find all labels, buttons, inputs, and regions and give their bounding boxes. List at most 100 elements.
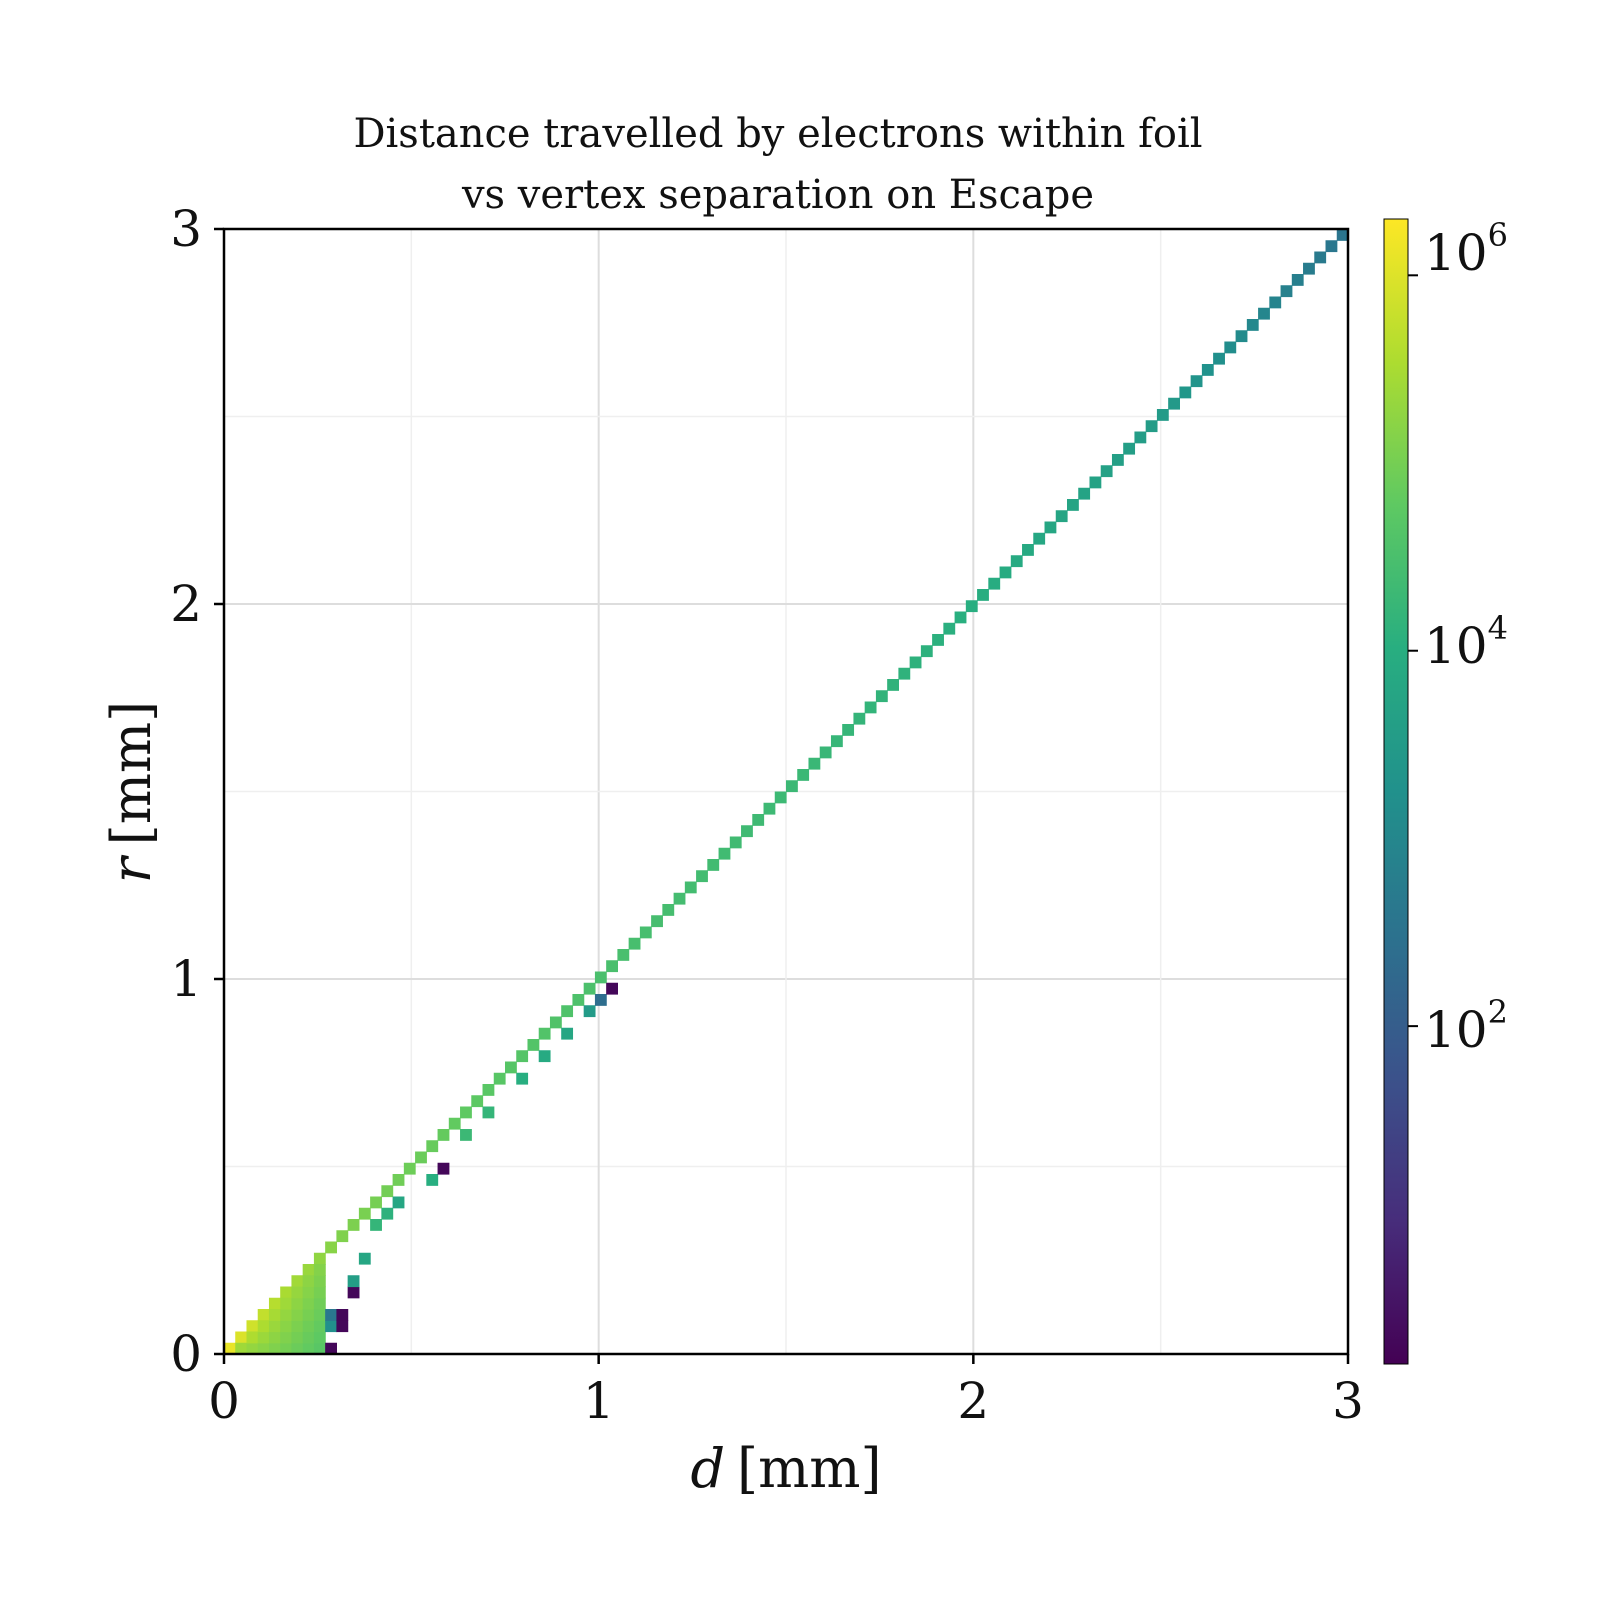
heatmap-cell (291, 1286, 304, 1299)
heatmap-cell (437, 1162, 450, 1175)
heatmap-cell (257, 1331, 270, 1344)
heatmap-cell (257, 1342, 270, 1354)
heatmap-cell (1201, 364, 1214, 376)
heatmap-cell (684, 881, 697, 894)
heatmap-cell (268, 1309, 281, 1321)
heatmap-cell (1044, 521, 1057, 534)
heatmap-cell (1078, 487, 1091, 500)
heatmap-cell (1089, 476, 1102, 489)
heatmap-cell (527, 1039, 540, 1051)
heatmap-cell (1336, 229, 1348, 241)
x-tick-label-0: 0 (208, 1372, 240, 1430)
heatmap-cell (920, 645, 933, 658)
heatmap-cell (1179, 386, 1192, 399)
heatmap-cell (741, 825, 753, 838)
heatmap-cell (1314, 251, 1327, 264)
heatmap-cell (381, 1185, 394, 1198)
heatmap-cell (628, 937, 641, 950)
heatmap-cell (797, 769, 810, 781)
heatmap-cell (1123, 442, 1136, 455)
heatmap-cell (718, 847, 731, 860)
heatmap-cell (246, 1331, 259, 1344)
heatmap-cell (403, 1162, 416, 1175)
heatmap-cell (415, 1151, 427, 1164)
heatmap-cell (549, 1016, 562, 1029)
heatmap-cell (572, 994, 585, 1006)
heatmap-cell (246, 1320, 259, 1333)
heatmap-cell (1055, 510, 1068, 523)
heatmap-cell (538, 1050, 551, 1063)
colorbar-label-1e4-exp: 4 (1488, 609, 1508, 647)
heatmap-cell (325, 1309, 337, 1321)
plot-frame (222, 227, 1350, 1356)
heatmap-cell (302, 1320, 315, 1333)
heatmap-cell (1134, 431, 1147, 444)
colorbar-label-1e2-exp: 2 (1488, 993, 1508, 1031)
colorbar-label-1e2: 102 (1424, 993, 1508, 1059)
colorbar-label-1e6-exp: 6 (1488, 216, 1508, 254)
y-axis-label: r [mm] (100, 701, 163, 883)
colorbar (1383, 218, 1409, 1365)
heatmap-cell (965, 600, 978, 613)
y-tick-label-2: 2 (170, 575, 202, 633)
heatmap-cell (482, 1084, 495, 1096)
heatmap-cell (932, 634, 944, 646)
heatmap-cell (1235, 330, 1248, 343)
heatmap-cell (336, 1230, 349, 1243)
heatmap-cell (347, 1275, 360, 1288)
y-axis-unit: [mm] (100, 701, 163, 846)
x-tick-label-1: 1 (583, 1372, 615, 1430)
heatmap-cell (358, 1252, 371, 1265)
heatmap-cell (943, 622, 956, 635)
heatmap-cell (291, 1297, 304, 1310)
heatmap-cell (291, 1320, 304, 1333)
heatmap-cell (460, 1106, 472, 1119)
heatmap-cell (313, 1275, 326, 1288)
heatmap-cell (381, 1207, 394, 1220)
heatmap-cell (336, 1309, 349, 1321)
heatmap-cell (1224, 341, 1237, 354)
heatmap-cell (235, 1342, 248, 1354)
heatmap-cell (662, 904, 675, 916)
colorbar-label-1e4: 104 (1424, 609, 1508, 675)
heatmap-cell (707, 859, 720, 871)
colorbar-ticks (1408, 274, 1418, 1028)
heatmap-cell (583, 1005, 596, 1018)
y-axis-variable: r (100, 854, 163, 883)
heatmap-cell (583, 982, 596, 995)
chart-title-line-2: vs vertex separation on Escape (461, 172, 1094, 218)
heatmap-cell (325, 1342, 337, 1354)
heatmap-cell (1168, 397, 1180, 410)
heatmap-cell (1325, 240, 1338, 253)
heatmap-cell (460, 1129, 472, 1141)
heatmap-cell (448, 1117, 461, 1130)
y-tick-label-0: 0 (170, 1325, 202, 1383)
y-tick-label-1: 1 (170, 950, 202, 1008)
heatmap-cell (257, 1320, 270, 1333)
heatmap-cell (437, 1129, 450, 1141)
heatmap-cell (594, 994, 607, 1006)
y-tick-label-3: 3 (170, 200, 202, 258)
heatmap-cell (1145, 420, 1158, 433)
heatmap-cell (302, 1297, 315, 1310)
heatmap-cell (1156, 409, 1169, 421)
heatmap-cell (392, 1196, 405, 1209)
heatmap-cell (606, 982, 618, 995)
heatmap-cell (1100, 465, 1113, 478)
axis-ticks (214, 227, 1350, 1364)
heatmap-cell (842, 724, 855, 736)
heatmap-cell (594, 971, 607, 984)
heatmap-cell (774, 791, 787, 804)
heatmap-cell (606, 960, 618, 973)
heatmap-cell (291, 1275, 304, 1288)
heatmap-cell (347, 1219, 360, 1231)
heatmap-cell (313, 1286, 326, 1299)
heatmap-cell (830, 735, 843, 748)
heatmap-cell (426, 1174, 439, 1186)
heatmap-cell (471, 1095, 484, 1108)
heatmap-cell (909, 656, 922, 669)
heatmap-cell (224, 1342, 236, 1354)
x-axis-variable: d (690, 1437, 725, 1500)
heatmap-cell (1010, 555, 1023, 568)
